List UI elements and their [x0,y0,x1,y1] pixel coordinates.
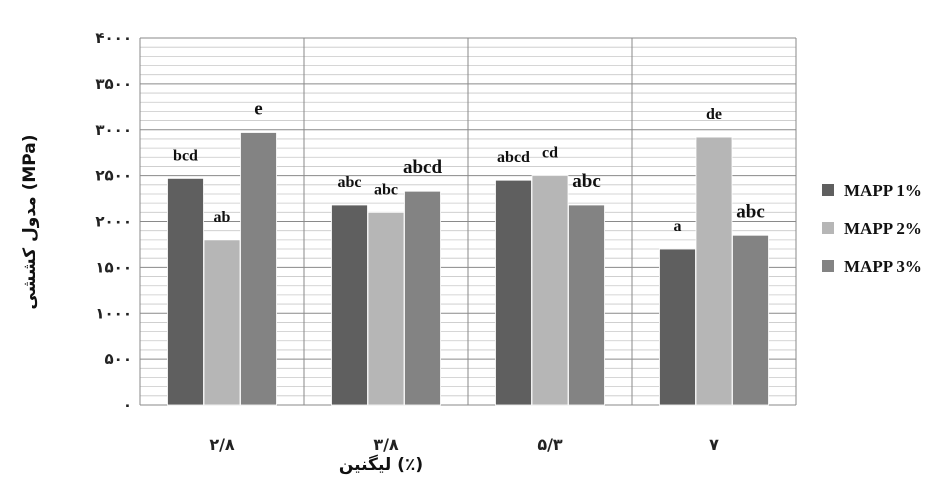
y-tick-label: ١٠٠٠ [95,304,132,322]
x-axis-label: لیگنین (٪) [339,454,423,475]
bar [167,177,204,406]
y-tick-label: ١۵٠٠ [95,258,132,276]
bar-label: a [674,218,682,235]
bar [659,248,696,406]
x-tick-label: ۳/۸ [373,435,399,454]
bar-label: abc [736,201,765,222]
y-tick-label: ٢٠٠٠ [95,213,132,231]
legend-label: MAPP 3% [844,257,922,276]
bar [404,190,441,406]
bar-label: abc [338,174,362,191]
x-tick-label: ۲/۸ [209,435,235,454]
y-tick-label: ٢۵٠٠ [95,167,132,185]
legend-label: MAPP 2% [844,219,922,238]
legend-swatch [822,260,834,272]
category-separators [139,38,797,405]
y-tick-label: ۴٠٠٠ [95,29,132,47]
bar [732,234,769,406]
y-tick-label: ٣٠٠٠ [95,121,132,139]
bar [331,204,368,406]
bar-label: bcd [173,147,198,164]
y-tick-label: ٠ [123,396,132,414]
y-tick-label: ۵٠٠ [105,350,132,368]
legend-label: MAPP 1% [844,181,922,200]
x-tick-label: ۷ [709,435,719,454]
bar-label: e [254,99,262,120]
bar-label: ab [214,209,231,226]
legend: MAPP 1% MAPP 2% MAPP 3% [822,181,922,276]
bar [367,211,405,406]
bar-label: abc [572,171,601,192]
bar [203,239,241,406]
x-tick-labels: ۲/۸ ۳/۸ ۵/۳ ۷ [209,435,719,454]
y-tick-labels: ٠ ۵٠٠ ١٠٠٠ ١۵٠٠ ٢٠٠٠ ٢۵٠٠ ٣٠٠٠ ٣۵٠٠ ۴٠٠٠ [95,29,132,414]
legend-swatch [822,184,834,196]
bar [568,204,605,406]
bar-label: abc [374,181,398,198]
y-tick-label: ٣۵٠٠ [95,75,132,93]
bar-label: abcd [497,149,530,166]
bar-label: de [706,106,722,123]
bar [495,179,532,406]
y-axis-label: مدول کششی (MPa) [20,134,40,309]
bar [531,175,569,406]
bar [695,136,733,406]
legend-swatch [822,222,834,234]
x-tick-label: ۵/۳ [537,435,563,454]
bar-label: abcd [403,157,443,178]
bar [240,132,277,406]
bars [167,132,769,406]
bar-label: cd [542,145,558,162]
